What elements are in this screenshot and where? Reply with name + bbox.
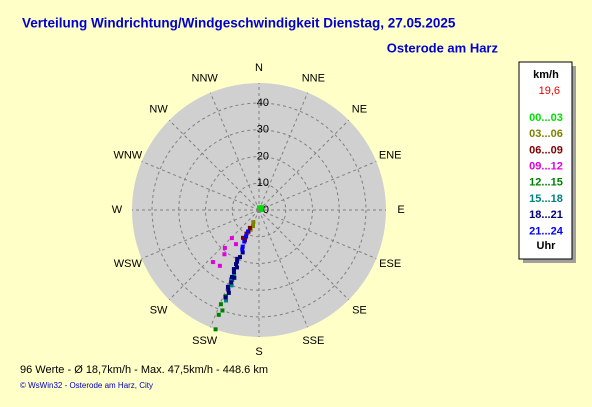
data-point bbox=[240, 235, 245, 240]
legend-footer: Uhr bbox=[537, 240, 557, 252]
data-point bbox=[229, 236, 234, 241]
data-point bbox=[235, 259, 240, 264]
data-point bbox=[224, 298, 229, 303]
data-point bbox=[229, 280, 234, 285]
chart-title: Verteilung Windrichtung/Windgeschwindigk… bbox=[22, 16, 456, 31]
data-point bbox=[259, 208, 264, 212]
direction-label: NNE bbox=[302, 73, 325, 85]
data-point bbox=[226, 290, 231, 295]
legend-entry: 12...15 bbox=[529, 177, 563, 189]
direction-label: E bbox=[397, 204, 404, 216]
data-point bbox=[218, 302, 223, 307]
data-point bbox=[244, 234, 249, 239]
r-tick-label: 20 bbox=[257, 150, 269, 162]
data-point bbox=[225, 284, 230, 289]
data-point bbox=[244, 231, 249, 236]
credit: © WsWin32 - Osterode am Harz, City bbox=[20, 381, 153, 390]
data-point bbox=[229, 283, 234, 288]
data-point bbox=[240, 247, 245, 252]
legend-entry: 09...12 bbox=[529, 161, 563, 173]
legend-entry: 21...24 bbox=[529, 225, 564, 237]
data-point bbox=[222, 252, 227, 257]
legend-title: km/h bbox=[533, 69, 559, 81]
data-point bbox=[228, 277, 233, 282]
data-point bbox=[257, 205, 261, 210]
grid-ring bbox=[151, 102, 367, 318]
legend-box bbox=[518, 61, 573, 260]
legend-entry: 15...18 bbox=[529, 193, 563, 205]
data-point bbox=[223, 295, 228, 300]
direction-label: W bbox=[112, 204, 123, 216]
stats: 96 Werte - Ø 18,7km/h - Max. 47,5km/h - … bbox=[20, 364, 268, 376]
data-point bbox=[226, 287, 231, 292]
r-tick-label: 10 bbox=[257, 177, 269, 189]
grid-ring bbox=[205, 156, 313, 264]
grid-ring bbox=[178, 129, 340, 291]
direction-label: NW bbox=[149, 103, 168, 115]
data-point bbox=[237, 255, 242, 260]
direction-label: SW bbox=[150, 304, 168, 316]
data-point bbox=[247, 225, 252, 230]
data-point bbox=[251, 220, 256, 225]
data-point bbox=[250, 224, 255, 229]
direction-label: S bbox=[255, 346, 262, 358]
data-point bbox=[231, 267, 236, 272]
r-tick-label: 30 bbox=[257, 124, 269, 136]
data-point bbox=[232, 272, 237, 277]
data-point bbox=[232, 275, 237, 280]
current-speed: 19,6 bbox=[539, 85, 560, 97]
data-point bbox=[242, 239, 247, 244]
data-point bbox=[246, 229, 251, 234]
data-point bbox=[213, 327, 218, 332]
direction-label: ENE bbox=[379, 150, 402, 162]
data-point bbox=[231, 269, 236, 274]
data-point bbox=[216, 312, 221, 317]
direction-label: WNW bbox=[113, 150, 142, 162]
direction-label: N bbox=[255, 62, 263, 74]
data-point bbox=[222, 245, 227, 250]
direction-label: NE bbox=[352, 103, 367, 115]
data-point bbox=[220, 308, 225, 313]
data-point bbox=[233, 242, 238, 247]
direction-label: ESE bbox=[379, 258, 401, 270]
data-point bbox=[234, 262, 239, 267]
chart-subtitle: Osterode am Harz bbox=[387, 40, 499, 55]
legend-entry: 00...03 bbox=[529, 112, 563, 124]
data-point bbox=[210, 260, 215, 265]
r-tick-label: 0 bbox=[263, 204, 269, 216]
direction-label: SSW bbox=[192, 335, 218, 347]
legend-entry: 03...06 bbox=[529, 128, 563, 140]
legend-entry: 18...21 bbox=[529, 209, 563, 221]
data-point bbox=[235, 256, 240, 261]
legend: km/h 19,6 Uhr 00...03 03...06 06...09 09...… bbox=[518, 61, 576, 263]
data-point bbox=[259, 205, 264, 210]
direction-label: WSW bbox=[114, 258, 143, 270]
data-point bbox=[240, 244, 245, 249]
grid-ring bbox=[231, 182, 287, 238]
data-point bbox=[234, 265, 239, 270]
direction-label: SE bbox=[352, 304, 367, 316]
data-point bbox=[229, 274, 234, 279]
direction-label: NNW bbox=[192, 73, 219, 85]
data-point bbox=[217, 263, 222, 268]
data-point bbox=[240, 250, 245, 255]
direction-label: SSE bbox=[302, 335, 324, 347]
legend-entry: 06...09 bbox=[529, 144, 563, 156]
r-tick-label: 40 bbox=[257, 97, 269, 109]
